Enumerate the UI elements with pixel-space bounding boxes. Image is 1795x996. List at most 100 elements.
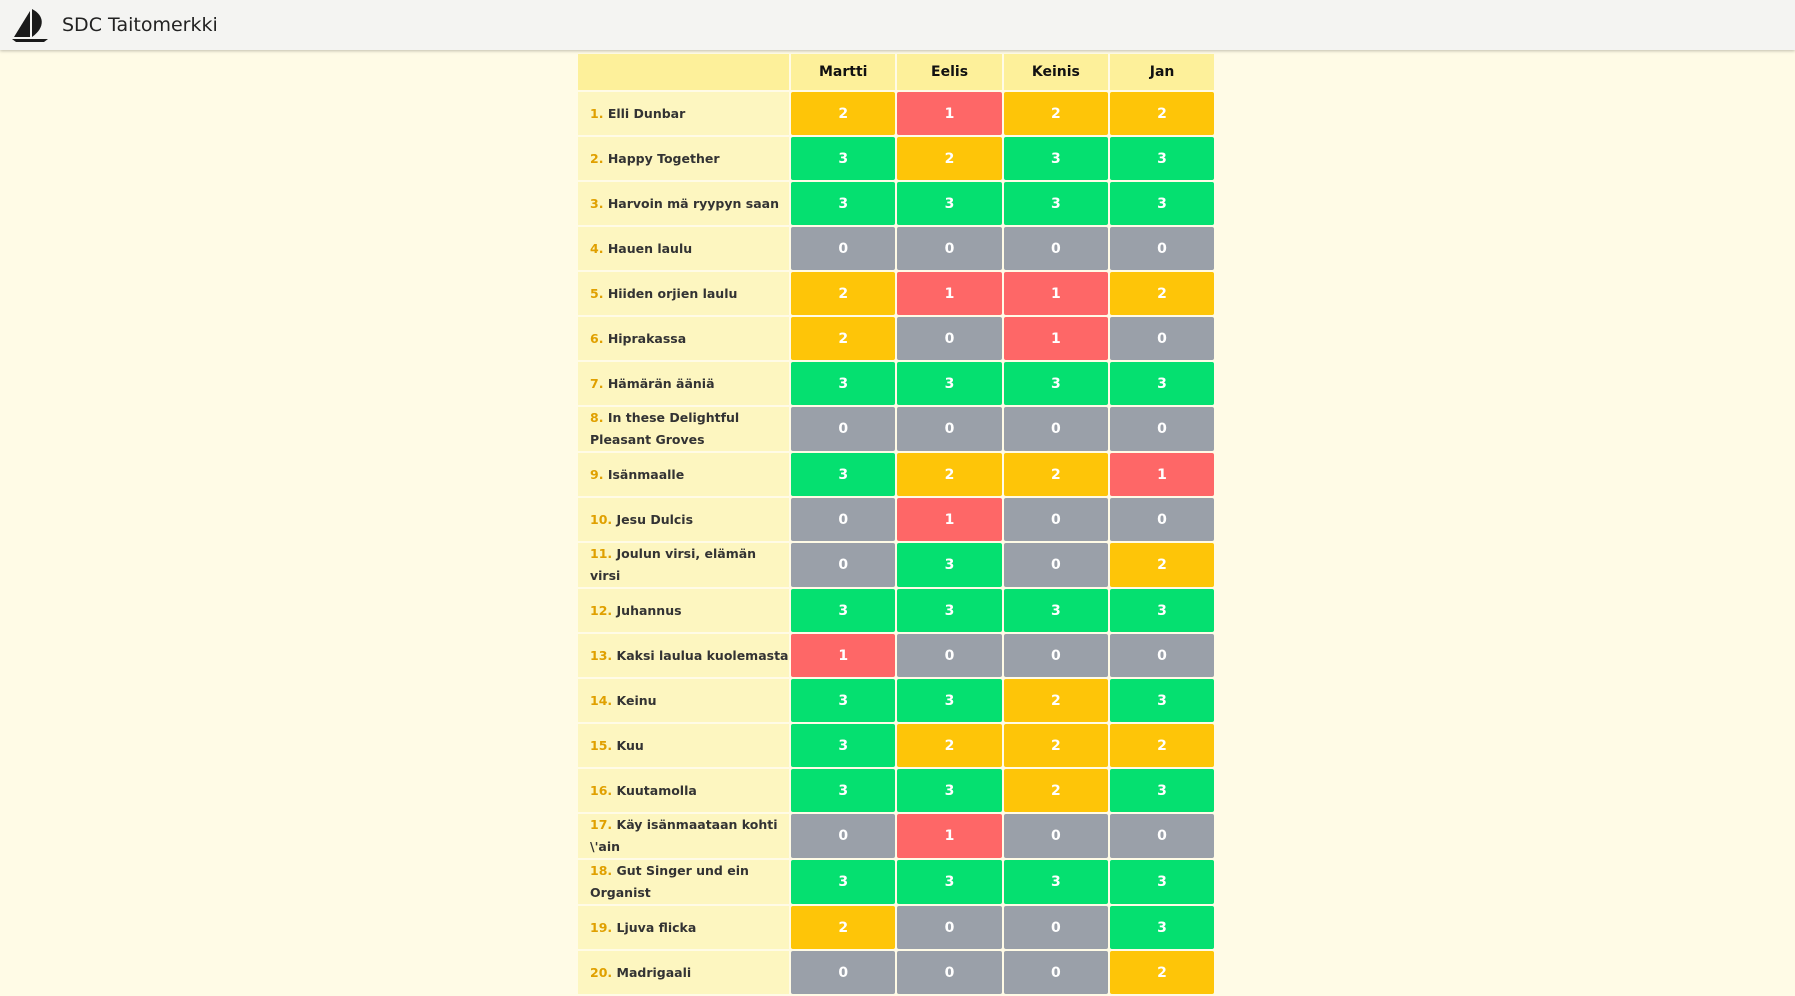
score-cell[interactable]: 2 bbox=[1110, 724, 1214, 767]
score-cell[interactable]: 0 bbox=[897, 634, 1002, 677]
score-cell[interactable]: 0 bbox=[1003, 814, 1109, 858]
table-row: 1. Elli Dunbar 2 1 2 2 bbox=[578, 92, 1214, 135]
score-cell[interactable]: 3 bbox=[897, 679, 1002, 722]
table-row: 5. Hiiden orjien laulu 2 1 1 2 bbox=[578, 272, 1214, 315]
score-cell[interactable]: 3 bbox=[897, 769, 1002, 812]
song-number: 7. bbox=[590, 375, 604, 391]
score-cell[interactable]: 1 bbox=[897, 814, 1002, 858]
score-cell[interactable]: 2 bbox=[1110, 92, 1214, 135]
score-cell[interactable]: 3 bbox=[1003, 589, 1109, 632]
score-cell[interactable]: 2 bbox=[897, 724, 1002, 767]
song-title-cell: 2. Happy Together bbox=[578, 137, 789, 180]
score-cell[interactable]: 0 bbox=[1003, 543, 1109, 587]
score-cell[interactable]: 2 bbox=[790, 906, 896, 949]
score-cell[interactable]: 3 bbox=[790, 137, 896, 180]
score-cell[interactable]: 0 bbox=[897, 227, 1002, 270]
score-cell[interactable]: 3 bbox=[897, 362, 1002, 405]
score-cell[interactable]: 2 bbox=[790, 92, 896, 135]
score-cell[interactable]: 3 bbox=[790, 724, 896, 767]
score-cell[interactable]: 2 bbox=[1003, 453, 1109, 496]
score-cell[interactable]: 0 bbox=[897, 951, 1002, 994]
table-row: 3. Harvoin mä ryypyn saan 3 3 3 3 bbox=[578, 182, 1214, 225]
score-cell[interactable]: 3 bbox=[790, 182, 896, 225]
score-cell[interactable]: 2 bbox=[1110, 543, 1214, 587]
score-cell[interactable]: 2 bbox=[1003, 724, 1109, 767]
score-cell[interactable]: 3 bbox=[1110, 137, 1214, 180]
score-cell[interactable]: 3 bbox=[1003, 182, 1109, 225]
score-cell[interactable]: 0 bbox=[1003, 634, 1109, 677]
score-cell[interactable]: 1 bbox=[790, 634, 896, 677]
score-cell[interactable]: 0 bbox=[1110, 814, 1214, 858]
sailboat-logo-icon[interactable] bbox=[10, 7, 50, 43]
score-cell[interactable]: 0 bbox=[790, 407, 896, 451]
member-column-header: Martti bbox=[790, 54, 896, 90]
score-cell[interactable]: 3 bbox=[1110, 182, 1214, 225]
score-cell[interactable]: 1 bbox=[897, 92, 1002, 135]
score-cell[interactable]: 3 bbox=[1110, 860, 1214, 904]
song-number: 19. bbox=[590, 919, 613, 935]
score-cell[interactable]: 2 bbox=[897, 453, 1002, 496]
score-cell[interactable]: 0 bbox=[897, 407, 1002, 451]
score-cell[interactable]: 0 bbox=[897, 906, 1002, 949]
score-cell[interactable]: 3 bbox=[1110, 679, 1214, 722]
score-cell[interactable]: 0 bbox=[1110, 634, 1214, 677]
score-cell[interactable]: 0 bbox=[897, 317, 1002, 360]
score-cell[interactable]: 0 bbox=[790, 951, 896, 994]
score-cell[interactable]: 0 bbox=[1110, 407, 1214, 451]
score-cell[interactable]: 3 bbox=[790, 362, 896, 405]
score-cell[interactable]: 0 bbox=[1110, 227, 1214, 270]
song-title-cell: 7. Hämärän ääniä bbox=[578, 362, 789, 405]
score-cell[interactable]: 3 bbox=[897, 589, 1002, 632]
score-cell[interactable]: 1 bbox=[897, 272, 1002, 315]
score-cell[interactable]: 0 bbox=[1110, 317, 1214, 360]
score-cell[interactable]: 3 bbox=[790, 860, 896, 904]
score-cell[interactable]: 3 bbox=[897, 860, 1002, 904]
score-cell[interactable]: 0 bbox=[1003, 227, 1109, 270]
score-cell[interactable]: 0 bbox=[1003, 951, 1109, 994]
score-cell[interactable]: 0 bbox=[790, 543, 896, 587]
score-cell[interactable]: 3 bbox=[897, 182, 1002, 225]
score-cell[interactable]: 3 bbox=[1003, 860, 1109, 904]
song-title: Jesu Dulcis bbox=[616, 511, 694, 527]
score-cell[interactable]: 2 bbox=[790, 317, 896, 360]
score-cell[interactable]: 2 bbox=[1003, 92, 1109, 135]
score-cell[interactable]: 0 bbox=[1003, 906, 1109, 949]
score-cell[interactable]: 0 bbox=[1110, 498, 1214, 541]
score-cell[interactable]: 2 bbox=[1003, 769, 1109, 812]
app-title[interactable]: SDC Taitomerkki bbox=[62, 14, 218, 36]
score-cell[interactable]: 0 bbox=[1003, 498, 1109, 541]
score-cell[interactable]: 3 bbox=[790, 453, 896, 496]
table-row: 8. In these Delightful Pleasant Groves 0 0… bbox=[578, 407, 1214, 451]
score-cell[interactable]: 3 bbox=[1110, 362, 1214, 405]
table-row: 10. Jesu Dulcis 0 1 0 0 bbox=[578, 498, 1214, 541]
song-title: Hiprakassa bbox=[607, 330, 687, 346]
song-title: Keinu bbox=[616, 692, 657, 708]
score-cell[interactable]: 1 bbox=[1110, 453, 1214, 496]
score-cell[interactable]: 2 bbox=[897, 137, 1002, 180]
score-cell[interactable]: 0 bbox=[790, 814, 896, 858]
score-cell[interactable]: 2 bbox=[1110, 272, 1214, 315]
score-cell[interactable]: 3 bbox=[1110, 769, 1214, 812]
song-title-cell: 12. Juhannus bbox=[578, 589, 789, 632]
score-cell[interactable]: 3 bbox=[1110, 589, 1214, 632]
score-cell[interactable]: 0 bbox=[790, 227, 896, 270]
score-cell[interactable]: 2 bbox=[1003, 679, 1109, 722]
top-navbar: SDC Taitomerkki bbox=[0, 0, 1795, 50]
score-cell[interactable]: 1 bbox=[897, 498, 1002, 541]
score-cell[interactable]: 3 bbox=[1003, 362, 1109, 405]
score-cell[interactable]: 2 bbox=[790, 272, 896, 315]
score-cell[interactable]: 0 bbox=[1003, 407, 1109, 451]
score-cell[interactable]: 3 bbox=[897, 543, 1002, 587]
score-cell[interactable]: 3 bbox=[790, 679, 896, 722]
song-title-cell: 11. Joulun virsi, elämän virsi bbox=[578, 543, 789, 587]
score-cell[interactable]: 2 bbox=[1110, 951, 1214, 994]
score-cell[interactable]: 3 bbox=[790, 769, 896, 812]
score-cell[interactable]: 3 bbox=[1110, 906, 1214, 949]
score-cell[interactable]: 3 bbox=[1003, 137, 1109, 180]
score-cell[interactable]: 0 bbox=[790, 498, 896, 541]
score-cell[interactable]: 1 bbox=[1003, 272, 1109, 315]
song-number: 12. bbox=[590, 602, 613, 618]
table-row: 9. Isänmaalle 3 2 2 1 bbox=[578, 453, 1214, 496]
score-cell[interactable]: 3 bbox=[790, 589, 896, 632]
score-cell[interactable]: 1 bbox=[1003, 317, 1109, 360]
